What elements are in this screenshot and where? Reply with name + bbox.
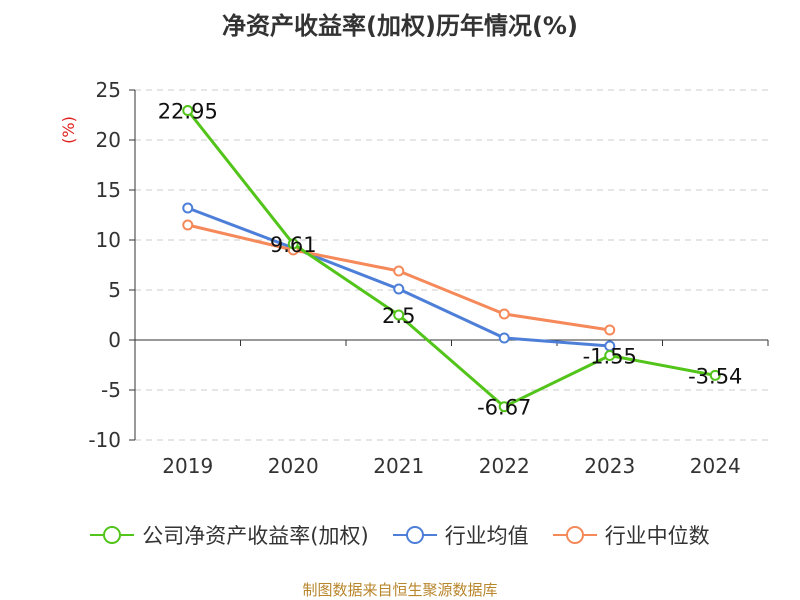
data-point-series-0 <box>498 401 510 413</box>
data-point-series-2 <box>393 265 405 277</box>
y-tick-label: 0 <box>108 328 121 352</box>
data-point-series-2 <box>604 324 616 336</box>
legend-item-company-roe[interactable]: 公司净资产收益率(加权) <box>90 520 369 550</box>
data-label: 22.95 <box>158 100 218 124</box>
data-labels: 22.95 9.61 2.5 -6.67 -1.55 -3.54 <box>158 100 743 420</box>
series-line-0 <box>186 109 716 409</box>
data-point-series-1 <box>498 332 510 344</box>
grid-lines <box>135 89 768 441</box>
y-tick-label: 25 <box>96 78 121 102</box>
chart-title: 净资产收益率(加权)历年情况(%) <box>222 12 578 40</box>
data-source-note: 制图数据来自恒生聚源数据库 <box>302 581 498 599</box>
legend-line-circle-icon <box>90 526 135 544</box>
series-lines <box>182 105 721 413</box>
x-tick-label: 2022 <box>479 454 530 478</box>
data-point-series-0 <box>182 105 194 116</box>
data-point-series-0 <box>709 369 721 381</box>
legend-item-industry-mean[interactable]: 行业均值 <box>392 520 529 550</box>
data-label: -6.67 <box>477 396 531 420</box>
x-tick-label: 2020 <box>268 454 319 478</box>
axes: 25 20 15 10 5 0 -5 -10 (%) 2019 2020 2021 2022 2023 20… <box>59 78 769 478</box>
data-label: 2.5 <box>382 304 415 328</box>
y-tick-label: 20 <box>96 128 121 152</box>
legend-line-circle-icon <box>392 526 437 544</box>
x-tick-label: 2021 <box>373 454 424 478</box>
data-point-series-1 <box>182 202 194 214</box>
y-axis-unit-label: (%) <box>59 116 78 144</box>
data-point-series-1 <box>393 283 405 295</box>
legend-label: 公司净资产收益率(加权) <box>142 524 369 548</box>
legend-line-circle-icon <box>552 526 597 544</box>
data-label: 9.61 <box>270 233 317 257</box>
y-tick-label: 15 <box>96 178 121 202</box>
x-tick-label: 2023 <box>584 454 635 478</box>
y-tick-label: -10 <box>88 428 121 452</box>
y-tick-label: -5 <box>101 378 121 402</box>
x-tick-label: 2019 <box>162 454 213 478</box>
x-tick-label: 2024 <box>690 454 741 478</box>
data-label: -3.54 <box>688 364 742 388</box>
data-point-series-2 <box>182 219 194 231</box>
legend-label: 行业中位数 <box>604 524 710 548</box>
legend: 公司净资产收益率(加权) 行业均值 行业中位数 <box>0 520 800 550</box>
legend-item-industry-median[interactable]: 行业中位数 <box>552 520 710 550</box>
legend-label: 行业均值 <box>444 524 529 548</box>
data-point-series-0 <box>287 238 299 250</box>
data-point-series-0 <box>393 309 405 321</box>
data-point-series-0 <box>604 350 616 361</box>
data-label: -1.55 <box>583 345 637 369</box>
y-tick-label: 5 <box>108 278 121 302</box>
y-tick-label: 10 <box>96 228 121 252</box>
data-point-series-2 <box>498 308 510 320</box>
